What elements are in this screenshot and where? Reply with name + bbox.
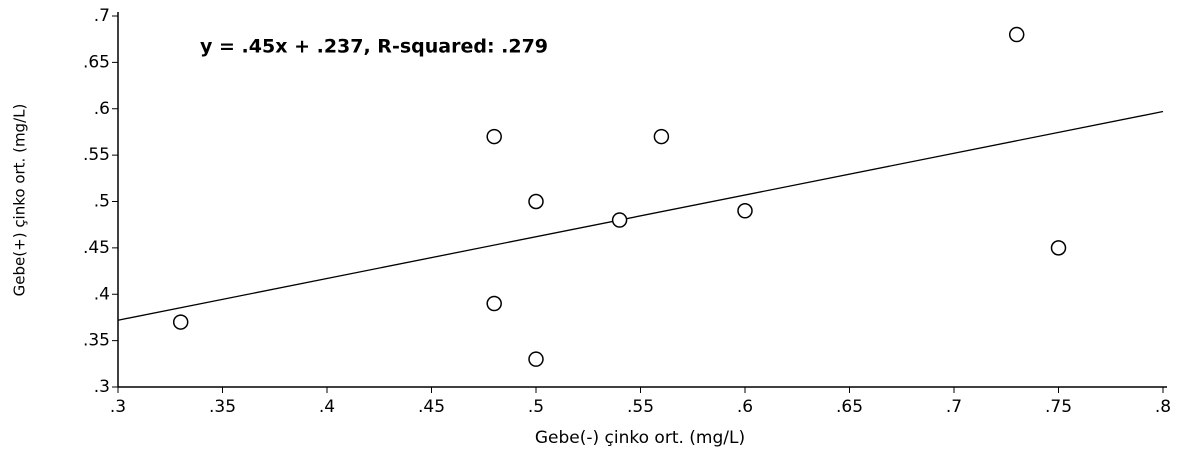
x-tick-label: .3 <box>110 397 126 417</box>
x-tick-label: .45 <box>418 397 445 417</box>
point <box>528 351 544 367</box>
point <box>486 128 502 145</box>
x-tick-label: .4 <box>319 397 335 417</box>
y-tick-label: .4 <box>94 284 110 304</box>
x-tick-label: .65 <box>836 397 863 417</box>
y-tick-label: .6 <box>94 99 110 119</box>
y-tick-label: .35 <box>83 331 110 351</box>
point <box>528 193 544 210</box>
y-tick-label: .5 <box>94 192 110 212</box>
point <box>172 314 189 330</box>
y-tick-label: .55 <box>83 145 110 165</box>
point <box>737 203 753 219</box>
fit-line <box>117 110 1164 321</box>
x-tick-label: .35 <box>209 397 236 417</box>
annotation: y = .45x + .237, R-squared: .279 <box>200 36 548 58</box>
point <box>486 295 502 312</box>
y-tick-label: .3 <box>94 377 110 397</box>
y-tick-label: .45 <box>83 238 110 258</box>
x-tick-label: .55 <box>627 397 654 417</box>
x-tick-label: .75 <box>1045 397 1072 417</box>
point <box>611 212 628 228</box>
x-tick-label: .8 <box>1155 397 1171 417</box>
y-axis-label: Gebe(+) çinko ort. (mg/L) <box>11 104 29 297</box>
y-tick-label: .7 <box>94 6 110 26</box>
x-tick-label: .5 <box>528 397 544 417</box>
point <box>653 128 670 145</box>
point <box>1050 240 1067 256</box>
y-tick-label: .65 <box>83 52 110 72</box>
x-tick-label: .7 <box>946 397 962 417</box>
point <box>1008 26 1025 43</box>
x-tick-label: .6 <box>737 397 753 417</box>
x-axis-label: Gebe(-) çinko ort. (mg/L) <box>535 428 745 448</box>
